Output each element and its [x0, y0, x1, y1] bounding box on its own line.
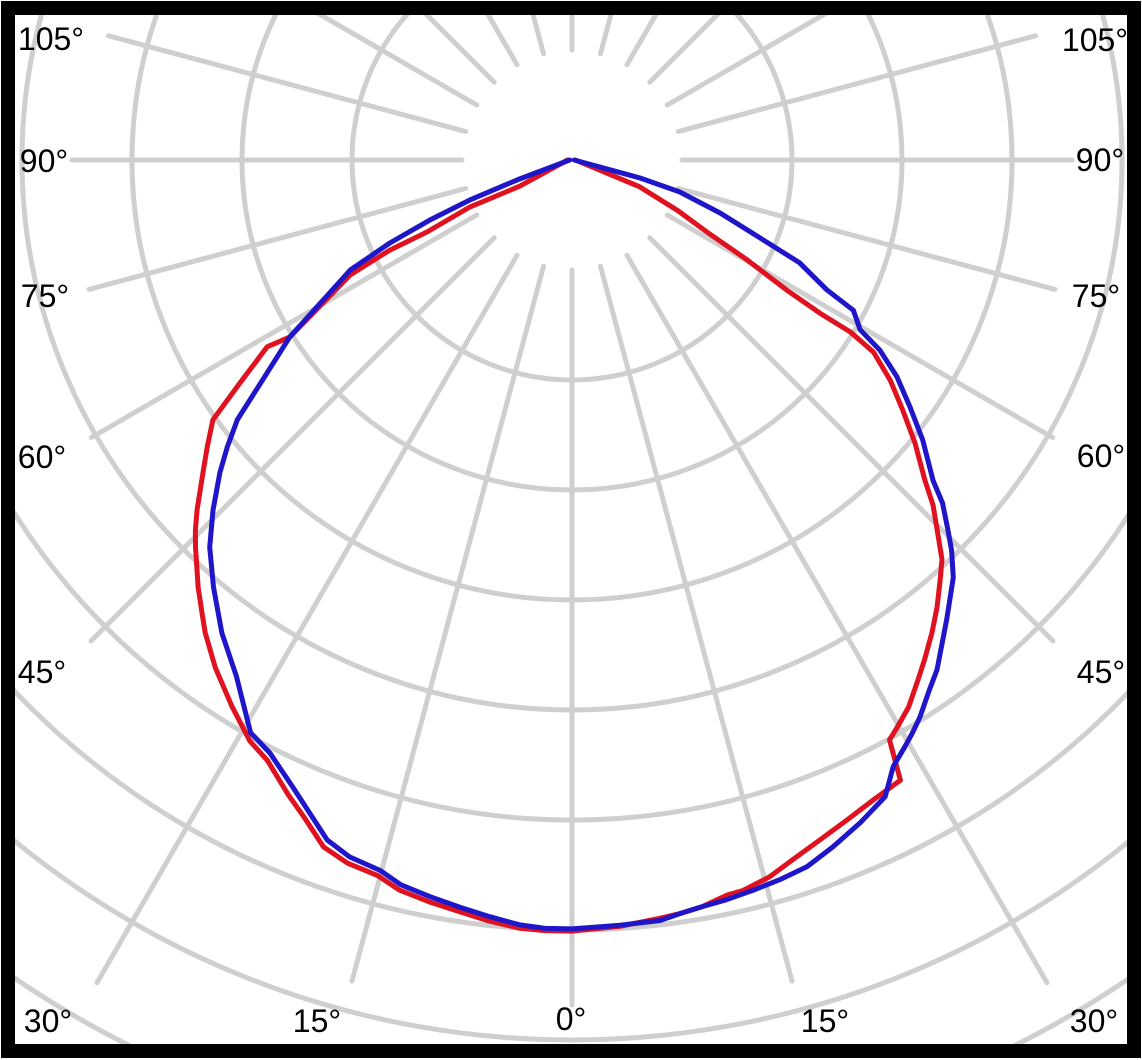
grid-spoke: [349, 263, 547, 984]
angle-tick-label: 15°: [801, 1003, 849, 1039]
grid-spoke: [105, 33, 469, 135]
angle-tick-labels: 105° 90° 75° 60° 45° 30° 15° 0° 15° 30° 45° 60° 75° 9…: [18, 21, 1128, 1039]
grid-spoke: [675, 33, 1039, 135]
angle-tick-label: 30°: [1070, 1003, 1118, 1039]
grid-spoke: [624, 252, 1050, 986]
angle-tick-label: 30°: [24, 1003, 72, 1039]
angle-tick-label: 90°: [20, 143, 68, 179]
angle-tick-label: 75°: [21, 278, 69, 314]
angle-tick-label: 105°: [18, 21, 84, 57]
angle-tick-label: 60°: [18, 439, 66, 475]
angle-tick-label: 15°: [293, 1003, 341, 1039]
angle-tick-label: 105°: [1062, 22, 1128, 58]
grid-spoke: [647, 235, 1056, 644]
grid-spoke: [597, 263, 795, 984]
angle-tick-label: 75°: [1072, 278, 1120, 314]
grid-spoke: [88, 212, 480, 440]
intensity-curves: [192, 157, 956, 934]
angle-tick-label: 0°: [556, 1001, 587, 1037]
grid-spoke: [94, 252, 520, 986]
blue-curve: [207, 157, 956, 932]
grid-spoke: [88, 235, 497, 644]
angle-tick-label: 90°: [1076, 142, 1124, 178]
angle-tick-label: 45°: [1077, 654, 1125, 690]
grid-spoke: [675, 185, 1058, 292]
angle-tick-label: 60°: [1077, 438, 1125, 474]
grid-spoke: [86, 185, 469, 292]
angle-tick-label: 45°: [18, 654, 66, 690]
